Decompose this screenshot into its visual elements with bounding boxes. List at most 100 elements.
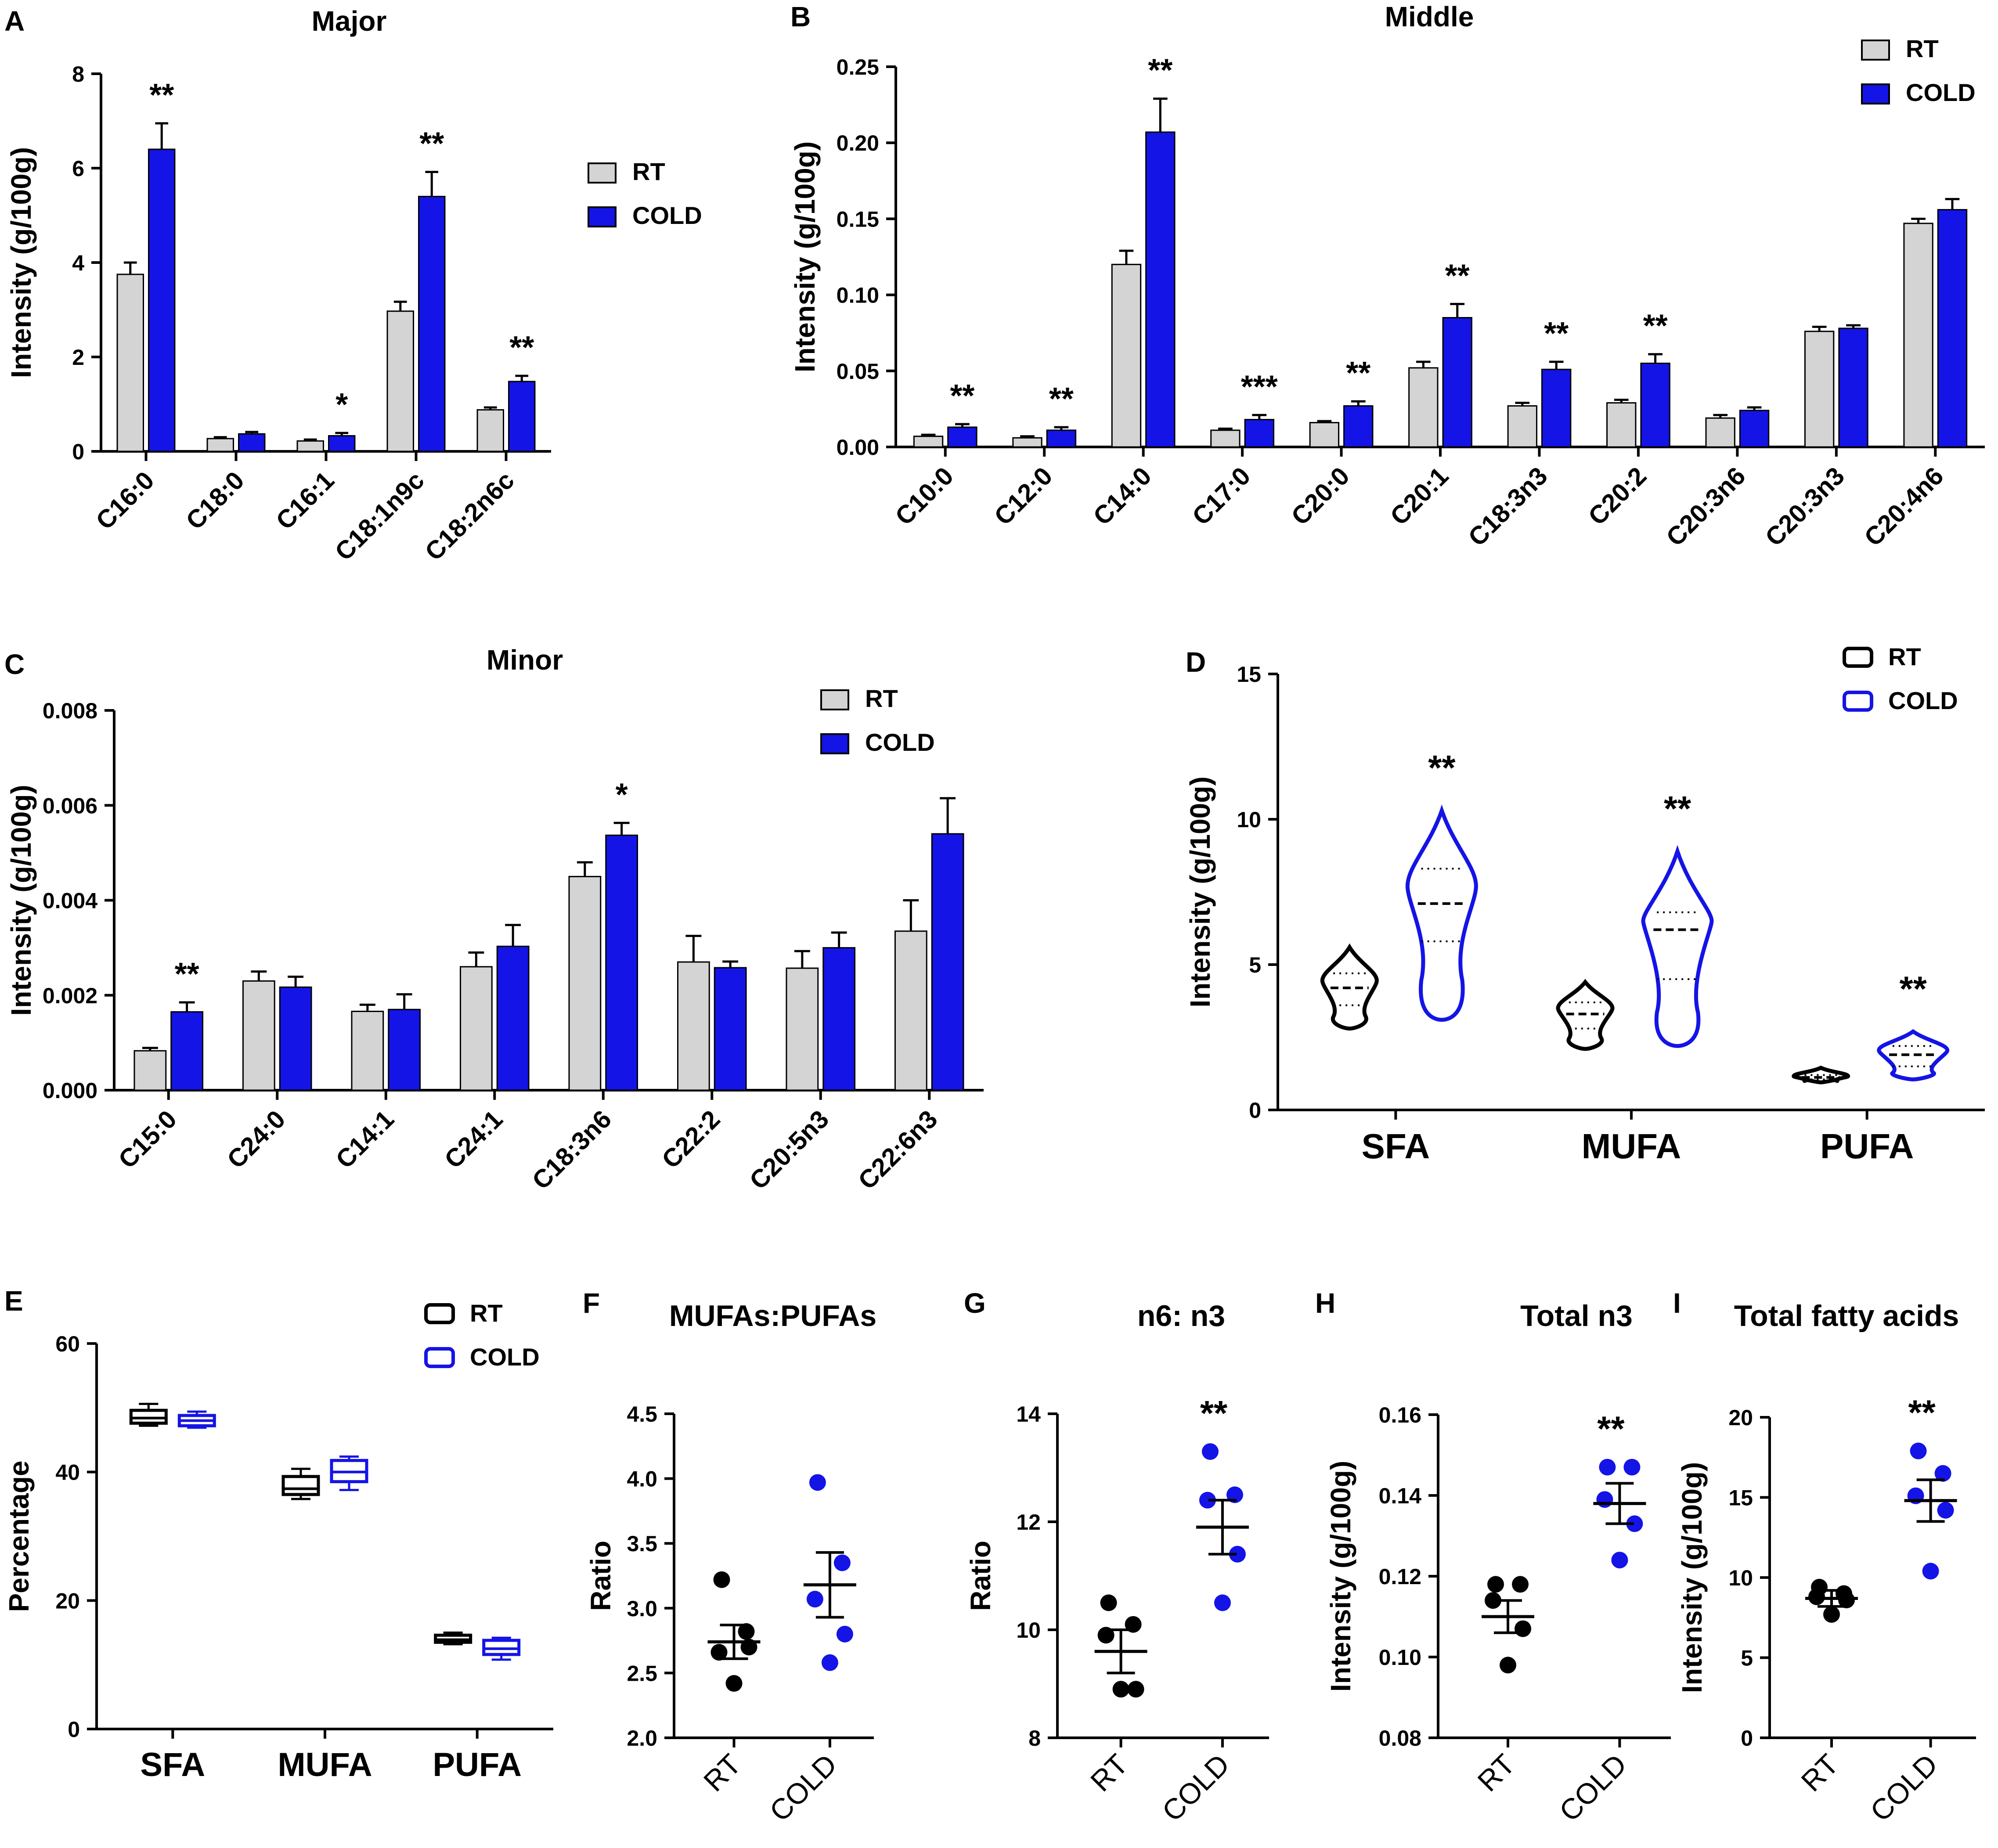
y-axis-label: Ratio — [965, 1541, 996, 1611]
data-point-rt — [1487, 1576, 1504, 1593]
x-tick-label: C16:0 — [90, 466, 160, 535]
data-point-rt — [1838, 1592, 1855, 1609]
y-tick-label: 0.14 — [1379, 1484, 1422, 1508]
panel-d: D 0 5 10 15 Intensity (g/100g) SFA ** MUFA ** PUFA… — [1184, 643, 1985, 1166]
panel-a: A Major 0 2 4 6 8 Intensity (g/100g) ** C16:0 C18:… — [4, 5, 702, 566]
data-point-cold — [833, 1554, 851, 1571]
data-point-rt — [725, 1675, 743, 1692]
significance-marker: * — [616, 777, 628, 812]
legend-label-rt: RT — [1888, 643, 1921, 670]
significance-marker: ** — [1643, 309, 1668, 344]
bar-rt — [206, 438, 234, 452]
y-axis-label: Intensity (g/100g) — [789, 141, 821, 372]
violin-rt — [1792, 1066, 1850, 1084]
legend-swatch-cold — [424, 1347, 455, 1368]
x-tick-label: COLD — [1156, 1748, 1236, 1828]
bar-cold — [1046, 429, 1077, 448]
data-point-cold — [1599, 1459, 1616, 1476]
y-tick-label: 5 — [1741, 1646, 1753, 1671]
significance-marker: ** — [1346, 356, 1370, 391]
bar-rt — [1210, 429, 1241, 448]
y-tick-label: 0 — [1741, 1726, 1753, 1751]
x-tick-label: C20:5n3 — [744, 1105, 834, 1195]
x-tick-label: C15:0 — [113, 1105, 182, 1174]
data-point-cold — [1596, 1491, 1613, 1508]
significance-marker: ** — [419, 126, 444, 162]
data-point-rt — [1500, 1657, 1516, 1674]
chart-title: MUFAs:PUFAs — [669, 1299, 876, 1333]
panel-letter: I — [1673, 1287, 1681, 1319]
y-tick-label: 0 — [72, 439, 84, 464]
panel-letter: B — [790, 1, 811, 32]
x-tick-label: C20:4n6 — [1859, 461, 1949, 552]
legend-swatch-rt — [820, 689, 849, 710]
significance-marker: ** — [1900, 969, 1927, 1008]
significance-marker: ** — [1597, 1409, 1625, 1448]
x-tick-label: COLD — [763, 1748, 843, 1828]
x-tick-label: C20:1 — [1385, 461, 1454, 531]
data-point-cold — [1623, 1459, 1641, 1476]
y-axis-label: Intensity (g/100g) — [5, 785, 37, 1016]
x-tick-label: PUFA — [433, 1746, 522, 1783]
y-tick-label: 0.16 — [1379, 1403, 1421, 1427]
y-tick-label: 0.12 — [1379, 1564, 1421, 1589]
x-tick-label: SFA — [140, 1746, 205, 1783]
bar-cold — [822, 947, 856, 1091]
y-tick-label: 3.5 — [627, 1531, 657, 1556]
x-tick-label: C18:0 — [180, 466, 250, 535]
bar-rt — [894, 930, 927, 1091]
bar-rt — [386, 310, 414, 452]
significance-marker: *** — [1241, 369, 1278, 404]
y-tick-label: 2.0 — [627, 1726, 657, 1751]
y-tick-label: 0.10 — [837, 283, 879, 308]
legend-label-cold: COLD — [1888, 687, 1958, 714]
x-tick-label: COLD — [1864, 1748, 1944, 1828]
y-tick-label: 0.000 — [43, 1078, 97, 1103]
x-tick-label: C20:3n3 — [1760, 461, 1850, 552]
data-point-cold — [1922, 1563, 1939, 1580]
legend-label-cold: COLD — [470, 1343, 540, 1371]
bar-cold — [947, 426, 977, 448]
violin-cold — [1877, 1029, 1950, 1081]
data-point-rt — [1512, 1576, 1529, 1593]
bar-cold — [170, 1011, 204, 1091]
y-tick-label: 15 — [1728, 1486, 1753, 1510]
data-point-cold — [821, 1654, 838, 1671]
significance-marker: ** — [1049, 382, 1074, 417]
bar-rt — [1903, 223, 1933, 448]
x-tick-label: PUFA — [1820, 1127, 1914, 1166]
significance-marker: ** — [1445, 258, 1470, 293]
data-point-cold — [1214, 1594, 1231, 1611]
bar-cold — [1739, 410, 1770, 448]
y-tick-label: 20 — [1728, 1405, 1753, 1430]
y-tick-label: 40 — [55, 1460, 80, 1485]
bar-cold — [1937, 209, 1968, 448]
panel-b: B Middle 0.00 0.05 0.10 0.15 0.20 0.25 Intensity… — [789, 1, 1985, 552]
y-tick-label: 6 — [72, 156, 84, 181]
legend-label-rt: RT — [470, 1299, 503, 1327]
data-point-cold — [809, 1474, 826, 1491]
data-point-cold — [1626, 1515, 1643, 1532]
chart-title: n6: n3 — [1137, 1299, 1225, 1333]
x-tick-label: C18:3n3 — [1463, 461, 1553, 552]
panel-letter: E — [4, 1285, 23, 1317]
panel-h: H Total n3 0.08 0.10 0.12 0.14 0.16 Intensity (… — [1315, 1287, 1671, 1828]
panel-letter: C — [4, 648, 25, 680]
legend-swatch-cold — [820, 733, 849, 754]
bar-cold — [418, 196, 446, 452]
y-axis-label: Intensity (g/100g) — [1184, 776, 1216, 1007]
y-tick-label: 0.006 — [43, 793, 97, 818]
y-tick-label: 0.05 — [837, 359, 879, 384]
panel-f: F MUFAs:PUFAs 2.0 2.5 3.0 3.5 4.0 4.5 Ratio RT COL… — [583, 1287, 876, 1828]
legend-swatch-rt — [588, 162, 617, 184]
bar-cold — [1145, 131, 1176, 448]
legend-swatch-cold — [588, 206, 617, 227]
y-tick-label: 10 — [1016, 1618, 1041, 1643]
bar-cold — [1640, 362, 1670, 448]
bar-rt — [1606, 402, 1637, 448]
data-point-cold — [806, 1591, 823, 1608]
data-point-rt — [1112, 1681, 1129, 1698]
x-tick-label: RT — [697, 1748, 747, 1798]
bar-cold — [388, 1009, 421, 1091]
